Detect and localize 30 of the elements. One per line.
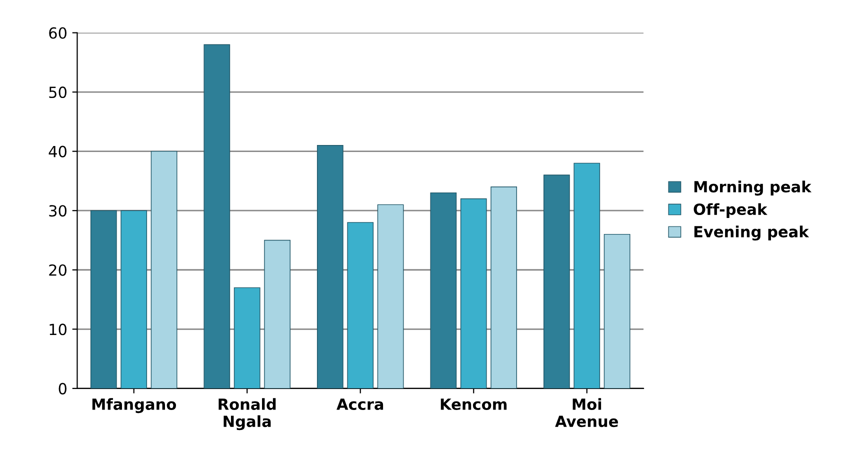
bar xyxy=(316,145,344,388)
bar xyxy=(120,210,148,388)
bar xyxy=(234,287,260,388)
x-tick-label: Moi Avenue xyxy=(555,398,618,428)
bar xyxy=(377,204,404,388)
x-tick-label: Mfangano xyxy=(92,398,176,414)
y-tick-label: 60 xyxy=(49,27,66,39)
bar xyxy=(90,210,117,388)
y-tick-label: 50 xyxy=(49,86,66,98)
bar xyxy=(574,162,600,388)
bar xyxy=(460,198,487,388)
bar xyxy=(204,44,230,388)
bar xyxy=(604,234,630,388)
y-tick-label: 30 xyxy=(49,205,66,217)
y-tick-label: 20 xyxy=(49,264,66,276)
x-tick-label: Accra xyxy=(336,398,384,410)
legend-label: Off-peak xyxy=(694,203,768,218)
bar xyxy=(490,186,518,388)
legend-label: Morning peak xyxy=(694,180,812,196)
y-tick-label: 10 xyxy=(50,324,66,336)
y-tick-label: 40 xyxy=(48,146,66,158)
x-tick-label: Ronald Ngala xyxy=(218,398,276,430)
bar xyxy=(543,174,570,388)
bar xyxy=(150,150,178,388)
bar xyxy=(264,240,290,388)
y-tick-label: 0 xyxy=(58,382,66,394)
x-tick-label: Kencom xyxy=(440,398,507,410)
legend-label: Evening peak xyxy=(694,226,810,241)
bar xyxy=(430,192,457,388)
bar xyxy=(347,222,374,388)
